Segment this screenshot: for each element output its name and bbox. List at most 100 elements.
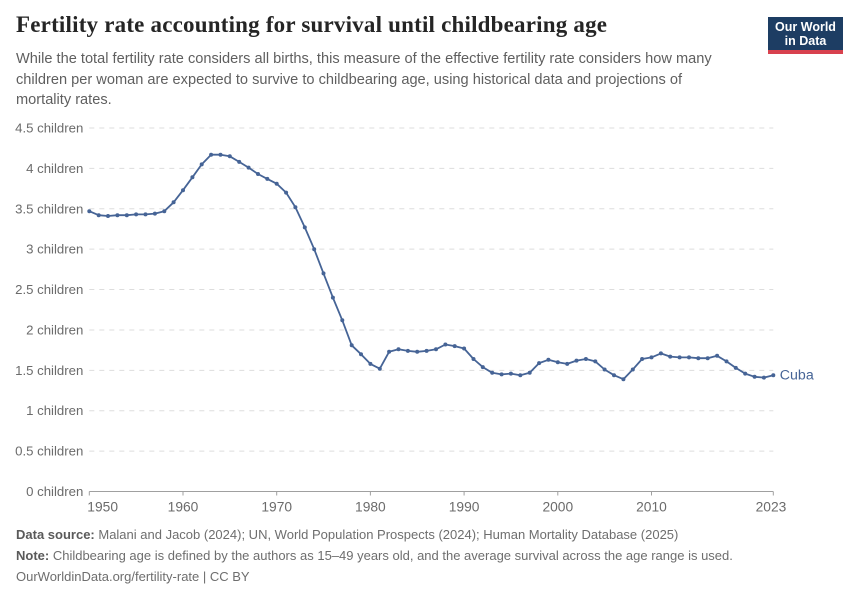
x-tick-label: 2010	[636, 500, 667, 515]
data-point	[199, 162, 204, 167]
data-point	[677, 355, 682, 360]
data-point	[330, 295, 335, 300]
data-point	[490, 370, 495, 375]
data-point	[209, 152, 214, 157]
data-point	[640, 357, 645, 361]
data-point	[546, 357, 551, 362]
data-point	[565, 361, 570, 366]
data-point	[218, 152, 223, 157]
note-label: Note:	[16, 548, 50, 563]
chart-footer: Data source: Malani and Jacob (2024); UN…	[16, 524, 836, 587]
data-point	[302, 225, 307, 230]
data-point	[621, 377, 626, 382]
data-point	[359, 352, 363, 357]
data-point	[761, 375, 766, 380]
data-point	[87, 209, 92, 214]
data-point	[752, 374, 757, 379]
data-point	[265, 176, 270, 181]
data-point	[274, 181, 279, 186]
data-point	[162, 209, 167, 214]
data-point	[190, 175, 195, 180]
data-line	[88, 153, 774, 381]
y-tick-label: 3.5 children	[15, 201, 83, 216]
data-point	[733, 365, 738, 370]
data-point	[312, 247, 317, 252]
x-tick-label: 1990	[449, 500, 480, 515]
data-point	[415, 349, 420, 354]
data-point	[537, 361, 542, 366]
data-point	[349, 343, 354, 348]
x-tick-label: 1960	[168, 500, 199, 515]
data-point	[134, 212, 139, 217]
data-point	[649, 355, 654, 360]
note-line: Note: Childbearing age is defined by the…	[16, 545, 836, 566]
data-point	[387, 349, 392, 354]
data-point	[743, 371, 748, 376]
y-tick-label: 1.5 children	[15, 363, 83, 378]
data-source-label: Data source:	[16, 527, 95, 542]
owid-logo-line2: in Data	[784, 33, 827, 48]
data-point	[143, 212, 148, 217]
data-point	[321, 271, 326, 276]
license-line: OurWorldinData.org/fertility-rate | CC B…	[16, 569, 250, 584]
data-point	[396, 347, 401, 352]
data-point	[377, 366, 382, 371]
data-point	[340, 318, 345, 323]
data-point	[227, 154, 232, 159]
page-title: Fertility rate accounting for survival u…	[16, 12, 608, 37]
y-tick-label: 1 children	[26, 403, 83, 418]
data-point	[612, 373, 616, 378]
data-point	[237, 159, 242, 164]
data-point	[256, 172, 260, 176]
data-point	[434, 347, 438, 352]
data-point	[583, 357, 588, 361]
y-tick-label: 2 children	[26, 322, 83, 337]
data-point	[293, 205, 298, 210]
data-source-line: Data source: Malani and Jacob (2024); UN…	[16, 524, 836, 545]
data-point	[246, 165, 251, 170]
data-point	[574, 358, 579, 363]
line-chart-svg: 0 children 0.5 children 1 children 1.5 chil…	[15, 121, 814, 515]
data-point	[171, 200, 176, 205]
data-point	[405, 348, 410, 353]
data-point	[724, 359, 729, 364]
data-point	[368, 361, 373, 366]
data-point	[284, 190, 289, 195]
data-point	[668, 354, 673, 359]
owid-logo-line1: Our World	[775, 19, 836, 34]
data-point	[443, 342, 448, 347]
data-point	[452, 344, 457, 349]
data-point	[696, 356, 701, 361]
data-point	[480, 365, 485, 370]
data-point	[602, 367, 607, 372]
y-tick-label: 0.5 children	[15, 444, 83, 459]
data-point	[96, 213, 101, 218]
data-point	[705, 356, 710, 361]
x-tick-label: 1950	[87, 500, 118, 515]
data-point	[462, 346, 467, 351]
x-tick-label: 2023	[756, 500, 787, 515]
data-point	[527, 370, 532, 375]
data-point	[508, 371, 513, 376]
data-point	[518, 373, 523, 378]
data-point	[124, 213, 129, 218]
data-point	[152, 211, 157, 216]
data-point	[471, 357, 476, 361]
data-point	[715, 353, 720, 358]
data-point	[499, 372, 504, 377]
note-text: Childbearing age is defined by the autho…	[49, 548, 733, 563]
y-tick-label: 2.5 children	[15, 282, 83, 297]
y-tick-label: 0 children	[26, 484, 83, 499]
data-point	[181, 188, 185, 193]
data-point	[687, 355, 691, 360]
data-point	[424, 348, 429, 353]
data-point	[555, 360, 560, 365]
y-tick-label: 4 children	[26, 161, 83, 176]
y-tick-label: 4.5 children	[15, 121, 83, 136]
data-source-text: Malani and Jacob (2024); UN, World Popul…	[94, 527, 679, 542]
data-point	[771, 373, 776, 378]
x-tick-label: 2000	[542, 500, 573, 515]
owid-logo: Our World in Data	[768, 17, 843, 54]
chart-subtitle: While the total fertility rate considers…	[16, 51, 712, 108]
